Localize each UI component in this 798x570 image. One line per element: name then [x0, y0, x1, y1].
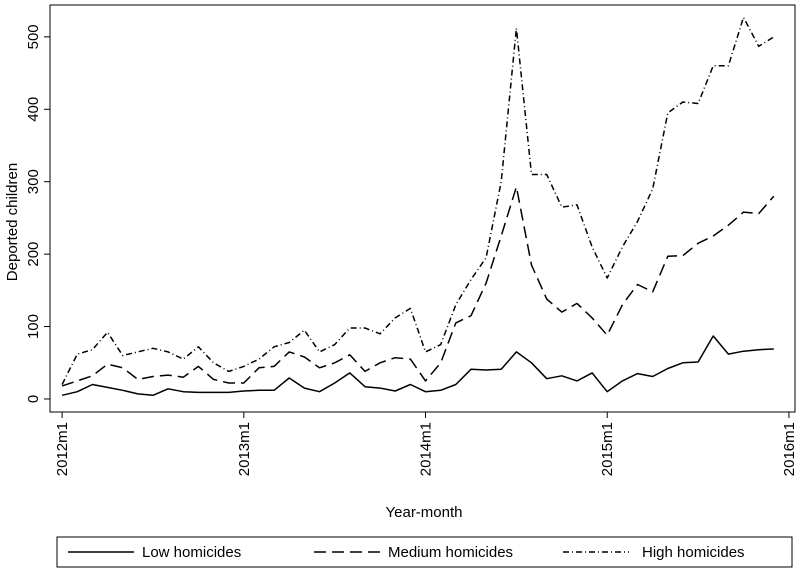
x-axis-label: Year-month: [386, 504, 463, 521]
x-tick-label: 2015m1: [599, 422, 616, 476]
series-line: [61, 186, 775, 387]
series-line: [61, 16, 775, 385]
y-tick-label: 200: [25, 242, 42, 267]
y-tick-label: 100: [25, 314, 42, 339]
y-axis-label: Deported children: [4, 163, 21, 281]
x-tick-label: 2014m1: [418, 422, 435, 476]
x-tick-label: 2012m1: [54, 422, 71, 476]
y-tick-label: 400: [25, 97, 42, 122]
legend-box: [56, 536, 793, 568]
legend-label: Low homicides: [142, 544, 241, 561]
x-tick-label: 2013m1: [236, 422, 253, 476]
plot-frame: [49, 4, 796, 413]
y-tick-label: 500: [25, 24, 42, 49]
series-line: [61, 335, 774, 397]
y-tick-label: 0: [25, 395, 42, 403]
y-tick-label: 300: [25, 169, 42, 194]
legend-label: Medium homicides: [388, 544, 513, 561]
legend-label: High homicides: [642, 544, 745, 561]
x-tick-label: 2016m1: [781, 422, 798, 476]
